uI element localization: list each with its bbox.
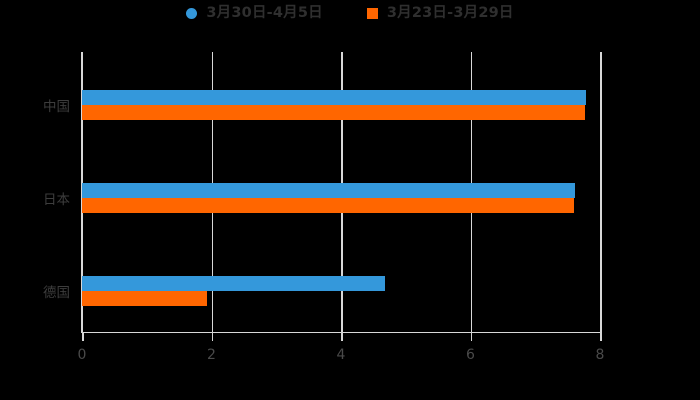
bar[interactable]: [82, 198, 575, 213]
x-tick-label: 8: [595, 347, 605, 363]
bar[interactable]: [82, 291, 207, 307]
x-tick-mark: [211, 332, 213, 341]
bar[interactable]: [82, 276, 386, 292]
bar[interactable]: [82, 104, 586, 120]
x-tick-label: 2: [207, 347, 216, 363]
legend-square-icon: [366, 7, 378, 19]
x-tick-mark: [82, 332, 84, 341]
legend-label-series-1: 3月30日-4月5日: [206, 5, 323, 21]
x-tick-label: 6: [466, 347, 475, 363]
x-tick-label: 4: [336, 347, 346, 363]
x-tick-mark: [600, 332, 602, 341]
legend-item-series-1[interactable]: 3月30日-4月5日: [186, 5, 323, 21]
bar[interactable]: [82, 183, 576, 198]
x-tick-mark: [470, 332, 472, 341]
bar[interactable]: [82, 89, 586, 105]
legend-item-series-2[interactable]: 3月23日-3月29日: [366, 5, 514, 21]
plot-area: 0 2 4 6 8 中国日本德国: [43, 52, 604, 363]
y-axis-label: 日本: [43, 192, 70, 208]
x-tick-label: 0: [77, 347, 87, 363]
legend-label-series-2: 3月23日-3月29日: [386, 5, 514, 21]
legend-dot-icon: [186, 7, 198, 19]
y-axis-line: [81, 52, 83, 332]
x-tick-mark: [341, 332, 343, 341]
y-axis-label: 德国: [43, 285, 70, 302]
chart-legend: 3月30日-4月5日 3月23日-3月29日: [0, 6, 700, 21]
y-axis-label: 中国: [43, 98, 70, 115]
gridline: [600, 52, 602, 332]
